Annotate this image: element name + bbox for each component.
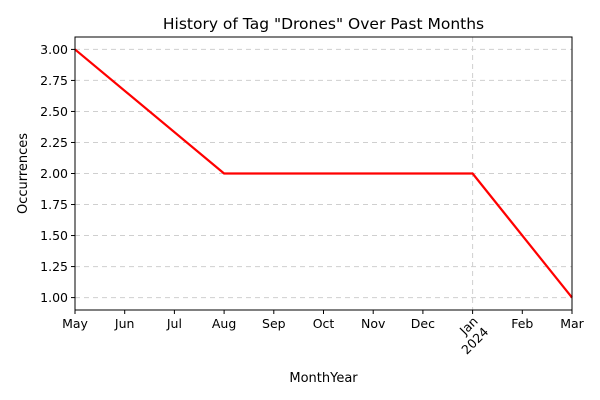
y-tick-label: 1.25: [40, 259, 68, 274]
grid-lines: [75, 37, 572, 310]
x-tick-label: Aug: [212, 316, 236, 331]
y-tick-label: 1.50: [40, 228, 68, 243]
y-tick-label: 1.00: [40, 290, 68, 305]
x-tick-label: Nov: [361, 316, 386, 331]
x-tick-label: Dec: [411, 316, 435, 331]
series-line: [74, 48, 573, 299]
x-axis-title: MonthYear: [289, 371, 358, 386]
y-tick-label: 2.75: [40, 73, 68, 88]
y-axis-title: Occurrences: [16, 133, 31, 214]
x-tick-label: Jun: [114, 316, 135, 331]
plot-frame: [74, 36, 573, 311]
x-tick-label: Feb: [511, 316, 533, 331]
x-tick-label: Sep: [262, 316, 286, 331]
x-tick-label: Oct: [313, 316, 335, 331]
series-layer: [74, 48, 573, 299]
y-tick-label: 2.00: [40, 166, 68, 181]
y-tick-label: 2.25: [40, 135, 68, 150]
y-tick-label: 1.75: [40, 197, 68, 212]
x-tick-label: Mar: [560, 316, 584, 331]
chart-title: History of Tag "Drones" Over Past Months: [163, 15, 484, 33]
y-tick-label: 2.50: [40, 104, 68, 119]
x-tick-label: May: [62, 316, 88, 331]
y-tick-label: 3.00: [40, 42, 68, 57]
y-axis-ticks: 1.00 1.25 1.50 1.75 2.00 2.25 2.50 2.75 3.00: [40, 42, 75, 305]
x-tick-label: Jul: [166, 316, 182, 331]
